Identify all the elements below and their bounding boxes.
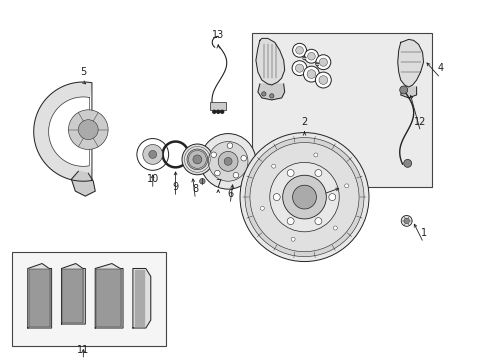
Polygon shape <box>133 269 150 328</box>
Polygon shape <box>62 270 83 323</box>
Circle shape <box>403 159 411 167</box>
Circle shape <box>68 110 108 149</box>
Text: 7: 7 <box>215 179 221 189</box>
Circle shape <box>271 164 275 168</box>
Circle shape <box>282 175 325 219</box>
Circle shape <box>244 138 363 257</box>
Circle shape <box>292 185 316 209</box>
Circle shape <box>295 46 303 54</box>
Circle shape <box>199 179 204 184</box>
Circle shape <box>260 206 264 210</box>
Circle shape <box>214 170 220 176</box>
Circle shape <box>220 110 223 113</box>
Polygon shape <box>400 87 416 98</box>
Circle shape <box>241 156 246 161</box>
Polygon shape <box>255 39 284 85</box>
Circle shape <box>307 53 315 60</box>
Text: 8: 8 <box>192 184 198 194</box>
Circle shape <box>303 66 319 82</box>
Text: 3: 3 <box>306 184 312 194</box>
Text: 1: 1 <box>420 228 426 238</box>
Bar <box>12 252 165 346</box>
Polygon shape <box>135 270 143 326</box>
Circle shape <box>208 141 247 181</box>
Circle shape <box>315 72 330 88</box>
Circle shape <box>273 194 280 201</box>
Polygon shape <box>28 264 51 328</box>
Circle shape <box>302 57 305 60</box>
Circle shape <box>344 184 348 188</box>
Circle shape <box>400 215 411 226</box>
Circle shape <box>224 157 232 165</box>
Circle shape <box>212 110 215 113</box>
Text: 5: 5 <box>80 67 86 77</box>
Bar <box>210 102 225 110</box>
Text: 9: 9 <box>172 182 178 192</box>
Circle shape <box>193 155 202 164</box>
Circle shape <box>182 144 212 175</box>
Circle shape <box>240 132 368 262</box>
Polygon shape <box>71 171 95 196</box>
Circle shape <box>295 64 303 72</box>
Circle shape <box>306 70 315 78</box>
Circle shape <box>249 143 358 252</box>
Circle shape <box>318 76 327 84</box>
Circle shape <box>291 61 306 76</box>
Circle shape <box>227 143 232 148</box>
Circle shape <box>137 139 168 170</box>
Polygon shape <box>29 270 49 327</box>
Circle shape <box>286 170 293 176</box>
Circle shape <box>269 162 339 232</box>
Circle shape <box>261 92 265 96</box>
Polygon shape <box>95 264 123 328</box>
Circle shape <box>200 134 255 189</box>
Circle shape <box>218 152 238 171</box>
Circle shape <box>186 149 207 170</box>
Circle shape <box>333 226 337 230</box>
Circle shape <box>233 172 238 178</box>
Circle shape <box>313 153 317 157</box>
Circle shape <box>269 94 273 98</box>
Circle shape <box>319 58 327 66</box>
Polygon shape <box>34 82 92 181</box>
Circle shape <box>315 62 319 66</box>
Circle shape <box>210 152 216 158</box>
Circle shape <box>286 218 293 225</box>
Polygon shape <box>96 270 121 327</box>
Circle shape <box>304 49 318 63</box>
Circle shape <box>314 218 321 225</box>
Text: 6: 6 <box>226 189 233 199</box>
Polygon shape <box>397 39 423 87</box>
Text: 2: 2 <box>301 117 307 127</box>
Circle shape <box>78 120 98 140</box>
Text: 13: 13 <box>212 30 224 40</box>
Text: 10: 10 <box>146 174 159 184</box>
Circle shape <box>399 86 407 94</box>
Circle shape <box>148 150 156 158</box>
Circle shape <box>216 110 219 113</box>
Text: 11: 11 <box>77 345 89 355</box>
Circle shape <box>314 170 321 176</box>
Bar <box>251 33 431 187</box>
Polygon shape <box>61 264 85 324</box>
Text: 4: 4 <box>436 63 443 73</box>
Circle shape <box>290 237 295 241</box>
Circle shape <box>292 43 306 57</box>
Polygon shape <box>257 84 284 100</box>
Circle shape <box>328 194 335 201</box>
Circle shape <box>142 144 163 165</box>
Text: 12: 12 <box>413 117 426 127</box>
Circle shape <box>315 55 330 69</box>
Circle shape <box>403 218 408 224</box>
